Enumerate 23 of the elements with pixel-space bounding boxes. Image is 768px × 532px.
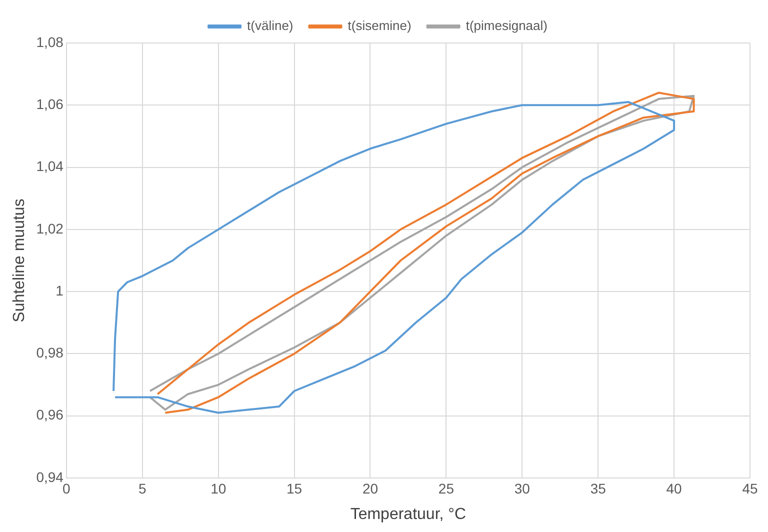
y-tick-label: 1,06 [36,96,64,112]
y-tick-label: 1,02 [36,220,64,236]
y-axis-title: Suhteline muutus [11,198,28,322]
x-tick-label: 30 [514,480,530,496]
x-tick-label: 40 [666,480,682,496]
y-tick-label: 0,98 [36,344,64,361]
y-tick-label: 1,04 [36,158,64,174]
legend-label: t(pimesignaal) [466,18,548,34]
legend-label: t(sisemine) [348,18,412,34]
x-tick-label: 10 [210,480,226,496]
x-tick-label: 35 [590,480,606,496]
x-tick-label: 20 [362,480,378,496]
y-tick-label: 0,94 [36,468,64,485]
y-tick-label: 0,96 [36,406,64,423]
x-tick-label: 45 [742,480,758,496]
legend-label: t(väline) [247,18,294,34]
x-tick-label: 25 [438,480,454,496]
y-tick-label: 1 [56,282,64,298]
x-tick-label: 15 [286,480,302,496]
x-tick-label: 5 [138,480,146,496]
y-tick-label: 1,08 [36,34,64,50]
x-tick-label: 0 [62,480,71,496]
x-axis-title: Temperatuur, °C [350,506,466,523]
